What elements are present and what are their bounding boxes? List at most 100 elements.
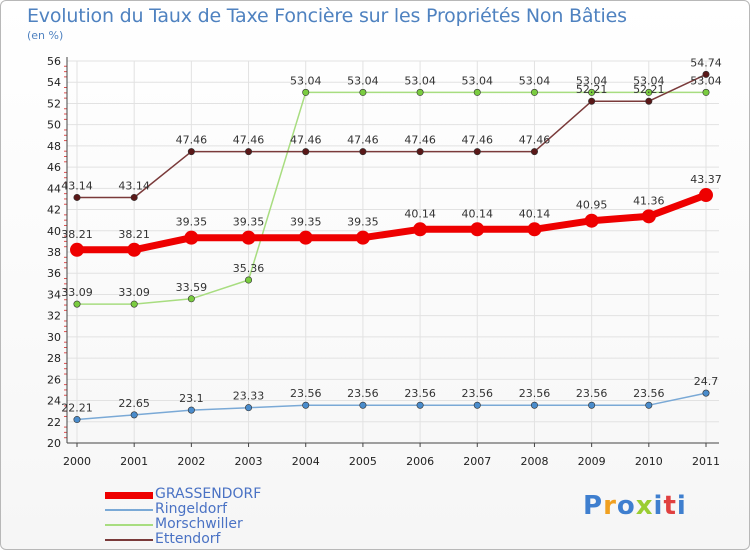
data-point-grassendorf (527, 222, 542, 237)
data-point-ringeldorf (702, 389, 710, 397)
y-tick-label: 44 (47, 182, 61, 195)
data-point-ettendorf (73, 193, 81, 201)
proxiti-logo: Proxiti (583, 491, 687, 521)
data-label-morschwiller: 53.04 (462, 74, 494, 87)
data-label-morschwiller: 53.04 (347, 74, 379, 87)
data-point-morschwiller (359, 88, 367, 96)
data-label-ettendorf: 52.21 (633, 83, 665, 96)
data-label-morschwiller: 53.04 (404, 74, 436, 87)
data-point-grassendorf (470, 222, 485, 237)
data-label-ringeldorf: 22.65 (118, 397, 150, 410)
y-tick-label: 30 (47, 331, 61, 344)
logo-letter: t (663, 491, 677, 521)
x-tick-label: 2011 (692, 455, 720, 468)
data-point-ringeldorf (73, 416, 81, 424)
data-point-morschwiller (187, 295, 195, 303)
data-label-morschwiller: 33.59 (176, 281, 208, 294)
data-point-ringeldorf (645, 401, 653, 409)
data-label-ringeldorf: 23.33 (233, 390, 265, 403)
data-point-ringeldorf (302, 401, 310, 409)
data-label-ettendorf: 47.46 (519, 134, 551, 147)
data-point-grassendorf (641, 209, 656, 224)
y-tick-label: 32 (47, 310, 61, 323)
y-unit-label: (en %) (27, 29, 64, 42)
y-tick-label: 42 (47, 204, 61, 217)
data-point-morschwiller (530, 88, 538, 96)
data-point-grassendorf (127, 242, 142, 257)
y-tick-label: 20 (47, 437, 61, 450)
logo-letter: P (583, 491, 604, 521)
data-point-morschwiller (645, 88, 653, 96)
x-tick-label: 2002 (177, 455, 205, 468)
x-tick-label: 2003 (235, 455, 263, 468)
data-label-ettendorf: 47.46 (290, 134, 322, 147)
x-tick-label: 2009 (578, 455, 606, 468)
series-line-ettendorf (76, 73, 707, 199)
logo-letter: i (653, 491, 664, 521)
logo-letter: o (616, 491, 636, 521)
x-tick-label: 2006 (406, 455, 434, 468)
data-label-ettendorf: 52.21 (576, 83, 608, 96)
x-tick-label: 2000 (63, 455, 91, 468)
y-tick-label: 28 (47, 352, 61, 365)
legend-label: Morschwiller (155, 516, 243, 532)
data-point-morschwiller (130, 300, 138, 308)
y-tick-label: 24 (47, 395, 61, 408)
data-point-grassendorf (241, 230, 256, 245)
data-label-ringeldorf: 23.56 (290, 387, 322, 400)
series-line-morschwiller (76, 91, 707, 305)
data-label-morschwiller: 53.04 (690, 74, 722, 87)
data-point-ettendorf (359, 148, 367, 156)
data-label-ringeldorf: 23.56 (347, 387, 379, 400)
data-label-ringeldorf: 23.56 (519, 387, 551, 400)
data-label-morschwiller: 53.04 (519, 74, 551, 87)
data-point-grassendorf (699, 188, 713, 203)
data-label-ettendorf: 47.46 (176, 134, 208, 147)
data-label-grassendorf: 43.37 (690, 173, 722, 186)
logo-letter: i (676, 491, 687, 521)
data-point-ringeldorf (245, 404, 253, 412)
data-point-grassendorf (184, 230, 199, 245)
data-point-morschwiller (416, 88, 424, 96)
x-tick-label: 2004 (292, 455, 320, 468)
data-point-ringeldorf (187, 406, 195, 414)
data-point-morschwiller (473, 88, 481, 96)
series-line-grassendorf (73, 191, 710, 254)
data-point-ettendorf (473, 148, 481, 156)
data-label-morschwiller: 35.36 (233, 262, 265, 275)
data-label-ettendorf: 47.46 (404, 134, 436, 147)
data-label-ringeldorf: 23.56 (462, 387, 494, 400)
data-point-ringeldorf (130, 411, 138, 419)
data-label-ettendorf: 47.46 (347, 134, 379, 147)
data-label-ettendorf: 47.46 (462, 134, 494, 147)
y-tick-label: 38 (47, 246, 61, 259)
data-label-morschwiller: 53.04 (633, 74, 665, 87)
series-line-ringeldorf (76, 392, 707, 421)
data-label-ettendorf: 47.46 (233, 134, 265, 147)
data-label-ringeldorf: 23.56 (633, 387, 665, 400)
data-point-ringeldorf (530, 401, 538, 409)
y-tick-label: 46 (47, 161, 61, 174)
chart-title: Evolution du Taux de Taxe Foncière sur l… (27, 5, 627, 27)
legend-swatch (105, 509, 153, 511)
data-label-grassendorf: 40.14 (519, 207, 551, 220)
data-label-grassendorf: 40.14 (462, 207, 494, 220)
data-label-ringeldorf: 23.56 (576, 387, 608, 400)
x-tick-label: 2007 (463, 455, 491, 468)
data-label-morschwiller: 33.09 (118, 286, 150, 299)
data-point-morschwiller (588, 88, 596, 96)
data-label-ettendorf: 43.14 (118, 179, 150, 192)
data-label-grassendorf: 40.95 (576, 199, 608, 212)
data-point-ettendorf (130, 193, 138, 201)
data-point-ringeldorf (473, 401, 481, 409)
y-tick-label: 52 (47, 97, 61, 110)
logo-letter: r (603, 491, 617, 521)
data-label-morschwiller: 33.09 (61, 286, 93, 299)
y-tick-label: 48 (47, 140, 61, 153)
data-label-grassendorf: 40.14 (404, 207, 436, 220)
data-point-grassendorf (584, 213, 599, 228)
data-label-grassendorf: 39.35 (290, 216, 322, 229)
x-tick-label: 2008 (520, 455, 548, 468)
data-label-ringeldorf: 22.21 (61, 402, 93, 415)
